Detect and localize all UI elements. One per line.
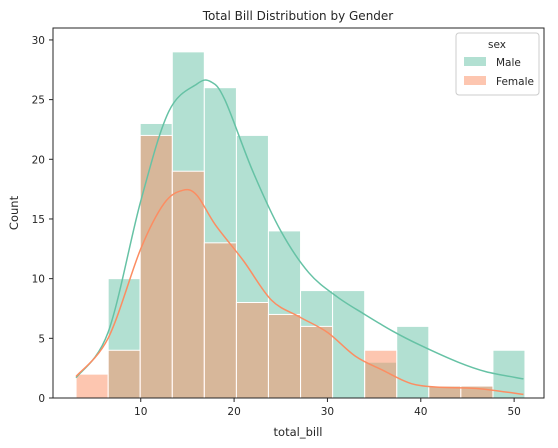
legend-label-female: Female <box>496 76 534 88</box>
bar-female-4 <box>203 242 237 399</box>
y-tick-label: 5 <box>38 333 45 345</box>
bar-female-0 <box>75 373 109 399</box>
kde-layer <box>75 79 524 396</box>
y-tick-label: 0 <box>38 393 45 405</box>
legend-swatch-male <box>464 57 486 66</box>
y-axis-label: Count <box>7 195 21 230</box>
bar-male-10 <box>396 325 430 399</box>
x-tick-label: 50 <box>507 406 520 418</box>
x-axis: 10 20 30 40 50 <box>134 398 521 418</box>
x-tick-label: 40 <box>414 406 427 418</box>
y-tick-label: 15 <box>32 214 45 226</box>
bars-layer <box>75 51 526 399</box>
legend-title: sex <box>488 39 506 51</box>
x-tick-label: 30 <box>321 406 334 418</box>
kde-line-female <box>75 188 524 396</box>
plot-frame <box>52 27 545 399</box>
bar-female-5 <box>235 302 269 399</box>
x-tick-label: 10 <box>134 406 147 418</box>
bar-female-6 <box>267 313 302 399</box>
y-tick-label: 25 <box>32 95 45 107</box>
legend-label-male: Male <box>496 57 521 69</box>
bar-female-1 <box>107 349 141 399</box>
bar-female-2 <box>139 134 173 399</box>
legend-swatch-female <box>464 76 486 85</box>
y-axis: 0 5 10 15 20 25 30 <box>32 35 53 405</box>
kde-line-male <box>75 79 524 380</box>
y-tick-label: 10 <box>32 274 45 286</box>
bar-female-7 <box>300 325 334 399</box>
x-axis-label: total_bill <box>274 425 323 439</box>
bar-male-8 <box>332 290 366 399</box>
chart-title: Total Bill Distribution by Gender <box>202 9 394 23</box>
bar-female-3 <box>171 170 205 399</box>
x-tick-label: 20 <box>227 406 240 418</box>
y-tick-label: 30 <box>32 35 45 47</box>
legend: sex Male Female <box>455 32 540 96</box>
y-tick-label: 20 <box>32 154 45 166</box>
